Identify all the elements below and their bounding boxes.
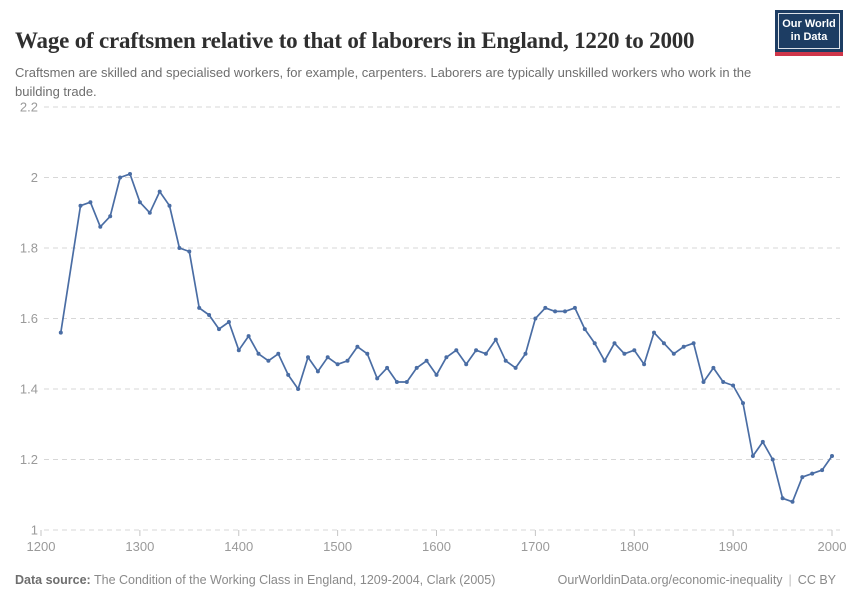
license-label: CC BY [797, 573, 836, 587]
page-title: Wage of craftsmen relative to that of la… [15, 28, 695, 54]
svg-text:1.6: 1.6 [20, 311, 38, 326]
svg-text:1.4: 1.4 [20, 382, 38, 397]
svg-text:1600: 1600 [422, 539, 451, 554]
footer-separator: | [788, 573, 792, 587]
footer: Data source: The Condition of the Workin… [15, 573, 836, 587]
svg-text:1400: 1400 [224, 539, 253, 554]
owid-logo-text: Our World in Data [778, 13, 840, 49]
svg-text:1300: 1300 [125, 539, 154, 554]
data-source-text: The Condition of the Working Class in En… [90, 573, 496, 587]
svg-text:1700: 1700 [521, 539, 550, 554]
svg-text:2000: 2000 [818, 539, 847, 554]
svg-text:2.2: 2.2 [20, 100, 38, 115]
y-gridlines [44, 106, 840, 531]
data-source-label: Data source: [15, 573, 91, 587]
svg-text:2: 2 [31, 170, 38, 185]
data-source: Data source: The Condition of the Workin… [15, 573, 495, 587]
svg-text:1500: 1500 [323, 539, 352, 554]
footer-right: OurWorldinData.org/economic-inequality | C… [558, 573, 836, 587]
svg-text:1: 1 [31, 523, 38, 538]
x-axis: 1200 1300 1400 1500 1600 1700 1800 1900 2000 [27, 530, 847, 554]
chart-subtitle: Craftsmen are skilled and specialised wo… [15, 65, 752, 99]
svg-text:1200: 1200 [27, 539, 56, 554]
data-point-markers [58, 172, 834, 504]
data-series-line [59, 173, 833, 503]
svg-text:1800: 1800 [620, 539, 649, 554]
svg-text:1900: 1900 [719, 539, 748, 554]
owid-logo: Our World in Data [775, 10, 843, 56]
owid-link[interactable]: OurWorldinData.org/economic-inequality [557, 573, 783, 587]
y-axis-labels: 1 1.2 1.4 1.6 1.8 2 2.2 [20, 100, 38, 538]
svg-text:1.8: 1.8 [20, 241, 38, 256]
svg-text:1.2: 1.2 [20, 452, 38, 467]
